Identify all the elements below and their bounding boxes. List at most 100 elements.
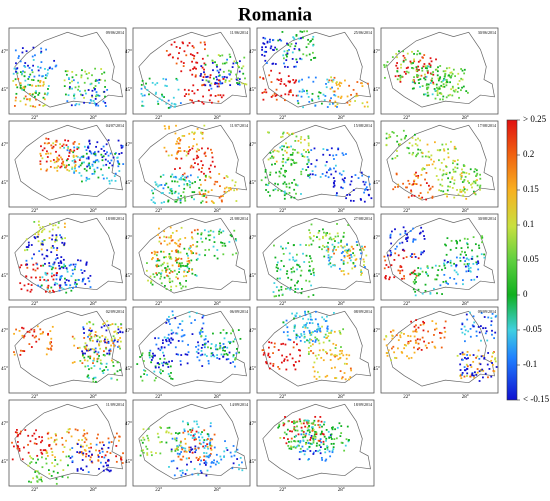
pixel — [306, 326, 309, 329]
pixel — [61, 158, 64, 161]
pixel — [156, 432, 159, 435]
pixel — [277, 189, 280, 192]
pixel — [445, 84, 448, 87]
pixel — [302, 449, 305, 452]
pixel — [449, 276, 452, 279]
pixel — [184, 450, 187, 452]
pixel — [108, 352, 111, 355]
pixel — [424, 75, 427, 78]
pixel — [303, 261, 306, 263]
pixel — [101, 450, 104, 453]
pixel — [189, 53, 192, 56]
pixel — [99, 452, 101, 454]
pixel — [199, 456, 201, 459]
pixel — [39, 328, 42, 331]
pixel — [310, 39, 313, 42]
pixel — [84, 449, 87, 452]
pixel — [270, 45, 273, 48]
pixel — [443, 259, 446, 262]
pixel — [287, 242, 290, 244]
pixel — [85, 261, 88, 264]
pixel — [301, 78, 303, 81]
pixel — [314, 165, 317, 168]
pixel — [484, 372, 487, 375]
pixel — [157, 259, 159, 262]
pixel — [216, 348, 219, 351]
pixel — [295, 435, 297, 437]
pixel — [292, 79, 295, 81]
pixel — [209, 234, 212, 237]
pixel — [282, 131, 285, 134]
pixel — [21, 88, 24, 91]
pixel — [437, 79, 440, 82]
pixel — [310, 333, 313, 336]
pixel — [168, 277, 171, 280]
pixel — [312, 235, 315, 237]
pixel — [72, 154, 75, 157]
pixel — [325, 315, 328, 318]
pixel — [216, 257, 219, 260]
pixel — [23, 87, 26, 90]
pixel — [56, 471, 59, 474]
panel-frame — [8, 120, 127, 208]
pixel — [204, 342, 207, 345]
pixel — [46, 286, 49, 289]
pixel — [69, 457, 72, 459]
country-outline — [386, 217, 495, 294]
pixel — [38, 338, 41, 341]
pixel — [291, 51, 294, 54]
pixel — [289, 89, 292, 92]
pixel — [427, 83, 430, 86]
lat-label: 47° — [1, 329, 8, 334]
pixel — [384, 276, 387, 279]
pixel — [61, 237, 64, 240]
pixel — [327, 254, 330, 257]
pixel — [201, 327, 204, 330]
pixel — [28, 343, 31, 345]
pixel — [334, 100, 337, 103]
pixel — [403, 70, 406, 73]
pixel — [93, 376, 95, 379]
pixel — [437, 87, 440, 90]
pixel — [206, 433, 209, 435]
pixel — [105, 163, 108, 166]
pixel — [222, 195, 224, 198]
pixel — [193, 132, 195, 135]
pixel — [48, 237, 51, 239]
pixel — [442, 281, 445, 283]
pixel — [209, 439, 212, 442]
pixel — [93, 357, 95, 360]
pixel — [172, 314, 174, 316]
pixel — [405, 186, 407, 189]
pixel — [27, 246, 30, 248]
lon-label: 22° — [279, 209, 286, 214]
pixel — [462, 279, 464, 282]
pixel — [108, 180, 111, 182]
pixel — [301, 168, 304, 171]
pixel — [308, 53, 311, 56]
pixel — [419, 197, 422, 200]
pixel — [96, 437, 98, 440]
pixel — [157, 436, 160, 439]
pixel — [171, 378, 174, 380]
pixel — [154, 365, 157, 368]
pixel — [444, 267, 447, 269]
pixel — [340, 441, 343, 444]
pixel — [25, 238, 28, 241]
pixel — [193, 138, 195, 140]
pixel — [26, 266, 29, 269]
pixel — [334, 164, 337, 167]
pixel — [311, 170, 314, 172]
pixel — [89, 167, 91, 170]
pixel — [293, 188, 296, 191]
pixel — [158, 259, 161, 262]
pixel — [94, 80, 97, 82]
pixel — [225, 175, 228, 177]
pixel — [338, 353, 341, 356]
pixel — [213, 446, 216, 449]
pixel — [290, 440, 293, 443]
pixel — [167, 373, 170, 375]
pixel — [154, 83, 157, 86]
pixel — [183, 88, 186, 91]
pixel — [319, 330, 322, 333]
